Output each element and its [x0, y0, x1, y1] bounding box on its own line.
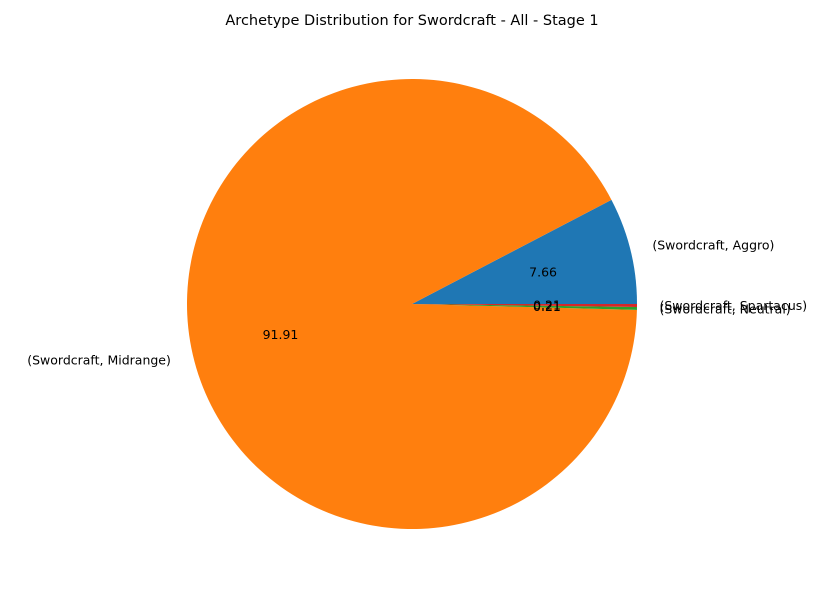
slice-label-swordcraft-midrange: (Swordcraft, Midrange) [27, 352, 171, 367]
pie-slice-swordcraft-midrange [186, 78, 637, 529]
slice-label-swordcraft-spartacus: (Swordcraft, Spartacus) [659, 298, 807, 313]
pct-label-swordcraft-neutral: 0.21 [533, 299, 561, 314]
slice-labels: (Swordcraft, Aggro) (Swordcraft, Midrange… [27, 238, 807, 368]
pct-label-swordcraft-aggro: 7.66 [529, 264, 557, 279]
pct-label-swordcraft-spartacus: 0.21 [533, 297, 561, 312]
slice-label-swordcraft-neutral: (Swordcraft, Neutral) [659, 301, 790, 316]
pie-slice-swordcraft-neutral [412, 304, 637, 310]
pie-slices [186, 78, 637, 529]
pct-label-swordcraft-midrange: 91.91 [263, 327, 299, 342]
slice-label-swordcraft-aggro: (Swordcraft, Aggro) [652, 238, 774, 253]
pie-slice-swordcraft-aggro [412, 199, 637, 304]
pie-slice-swordcraft-spartacus [412, 304, 637, 307]
chart-title: Archetype Distribution for Swordcraft - … [225, 13, 598, 29]
